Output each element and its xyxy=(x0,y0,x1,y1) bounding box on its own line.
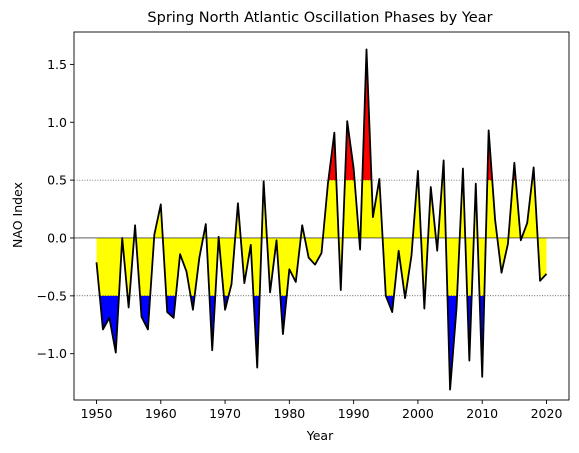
x-tick-label: 2020 xyxy=(531,406,563,421)
x-tick-label: 2000 xyxy=(402,406,434,421)
y-tick-label: −1.0 xyxy=(37,346,67,361)
x-tick-label: 1990 xyxy=(338,406,370,421)
series-lines xyxy=(95,48,548,391)
y-axis-label: NAO Index xyxy=(10,182,25,248)
x-tick-label: 1960 xyxy=(145,406,177,421)
chart-title: Spring North Atlantic Oscillation Phases… xyxy=(147,10,492,26)
axes-frame xyxy=(73,31,570,401)
x-tick-label: 2010 xyxy=(466,406,498,421)
axes: 1950 1960 1970 1980 1990 2000 2010 2020 −1.0 −0.5… xyxy=(37,31,570,421)
y-tick-label: 1.0 xyxy=(47,115,67,130)
fill-area-positive-phase xyxy=(328,49,535,181)
nao-index-line xyxy=(95,48,548,391)
plot-area xyxy=(96,49,547,390)
y-tick-label: −0.5 xyxy=(37,288,67,303)
y-tick-label: 1.5 xyxy=(47,57,67,72)
x-tick-label: 1970 xyxy=(209,406,241,421)
x-axis-label: Year xyxy=(306,428,334,443)
x-tick-label: 1950 xyxy=(81,406,113,421)
y-tick-label: 0.0 xyxy=(47,230,67,245)
x-tick-label: 1980 xyxy=(273,406,305,421)
y-tick-label: 0.5 xyxy=(47,173,67,188)
